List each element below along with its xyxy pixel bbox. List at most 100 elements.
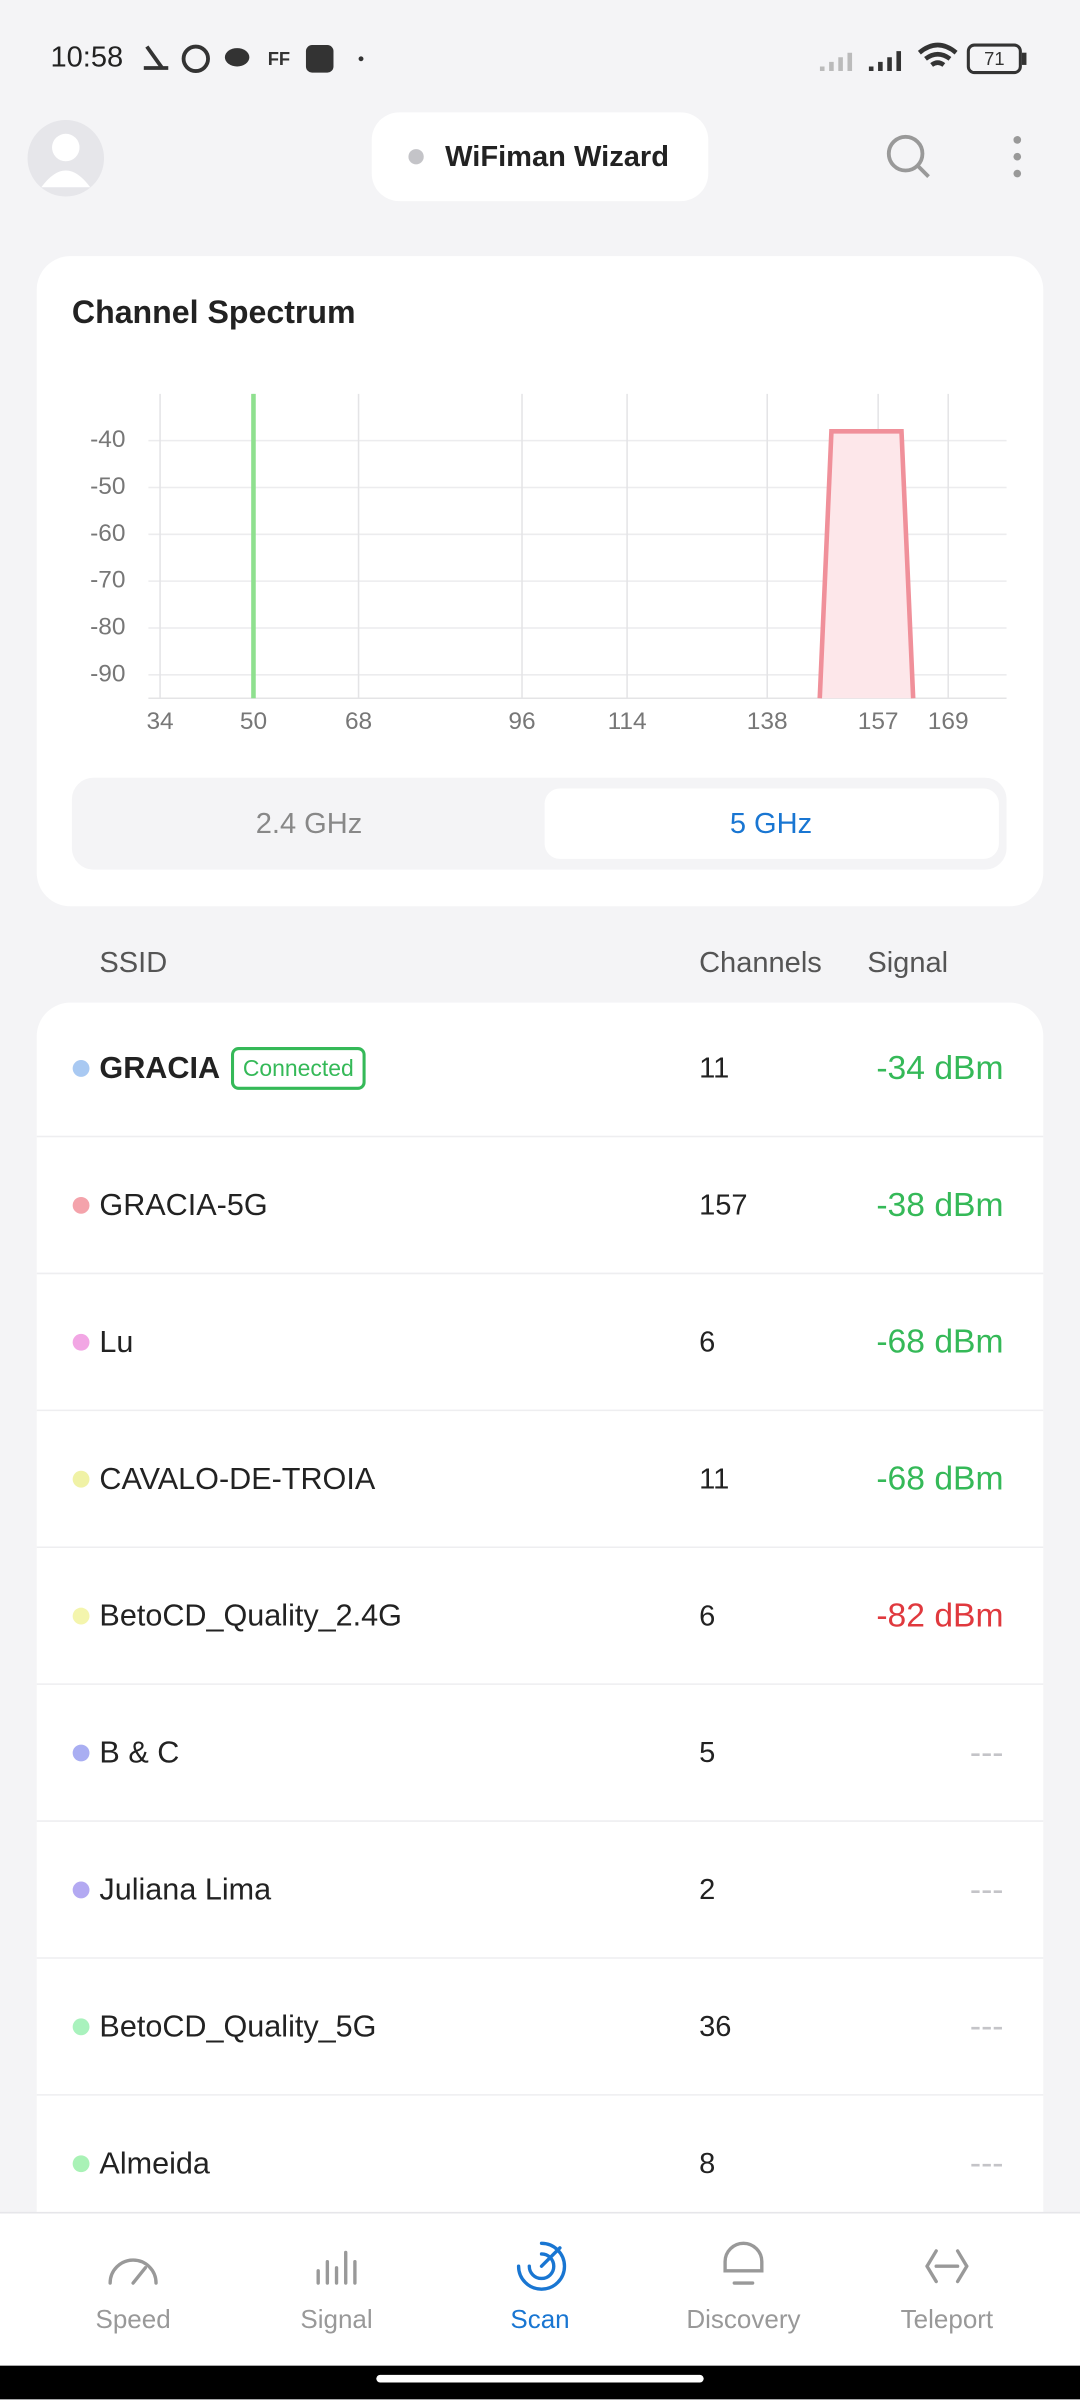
channel: 5 xyxy=(699,1737,715,1769)
rows: GRACIA Connected 11 -34 dBm GRACIA-5G 157 -38 … xyxy=(36,1047,1044,2182)
channel: 2 xyxy=(699,1874,715,1906)
ssid: BetoCD_Quality_5G xyxy=(99,2009,376,2043)
channel: 6 xyxy=(699,1600,715,1632)
signal: -68 dBm xyxy=(876,1461,1003,1498)
ssid: Lu xyxy=(99,1325,133,1359)
x-tick-label: 157 xyxy=(858,708,899,735)
signal: -38 dBm xyxy=(876,1187,1003,1224)
wizard-dot xyxy=(408,149,424,165)
nav-item[interactable]: Teleport xyxy=(901,2249,994,2334)
table-header: SSID Channels Signal xyxy=(99,947,948,979)
network-dot xyxy=(72,1060,90,1077)
network-list xyxy=(36,1002,1044,2380)
x-tick-label: 68 xyxy=(345,708,372,735)
ssid: GRACIA-5G xyxy=(99,1188,267,1222)
network-dot xyxy=(72,1333,90,1351)
signal-line xyxy=(817,428,916,699)
nav-icon xyxy=(108,2258,158,2285)
x-tick-label: 114 xyxy=(608,708,647,735)
status-time: 10:58 xyxy=(50,41,123,73)
x-tick-label: 96 xyxy=(508,708,535,735)
network-dot xyxy=(72,1881,90,1899)
network-row[interactable]: Lu 6 -68 dBm xyxy=(36,1272,1044,1361)
network-row[interactable]: Juliana Lima 2 --- xyxy=(36,1820,1044,1908)
battery-level: 71 xyxy=(984,48,1004,69)
network-row[interactable]: GRACIA-5G 157 -38 dBm xyxy=(36,1135,1044,1224)
channel: 157 xyxy=(699,1190,747,1222)
more-button[interactable] xyxy=(1013,136,1022,178)
network-dot xyxy=(72,2155,90,2173)
nav-label: Signal xyxy=(300,2304,372,2334)
connected-label: Connected xyxy=(243,1055,354,1081)
network-dot xyxy=(72,2018,90,2036)
band-tab[interactable]: 5 GHz xyxy=(730,808,812,840)
wizard-title: WiFiman Wizard xyxy=(445,141,669,173)
home-indicator xyxy=(376,2374,704,2383)
network-dot xyxy=(72,1196,90,1214)
y-tick-label: -60 xyxy=(90,520,125,547)
ssid: B & C xyxy=(99,1736,179,1770)
x-tick-label: 169 xyxy=(928,708,969,735)
ssid: GRACIA xyxy=(99,1051,220,1085)
x-tick-label: 34 xyxy=(146,708,173,735)
signal-icons: 71 xyxy=(819,42,1027,75)
y-tick-label: -50 xyxy=(90,473,125,500)
nav-item[interactable]: Scan xyxy=(510,2241,570,2334)
x-tick-label: 50 xyxy=(240,708,267,735)
chart-title: Channel Spectrum xyxy=(72,294,356,330)
ssid: BetoCD_Quality_2.4G xyxy=(99,1599,402,1633)
tab-group: 2.4 GHz 5 GHz xyxy=(256,788,999,859)
signal-area xyxy=(819,431,914,699)
nav-icon xyxy=(723,2241,764,2285)
nav-label: Speed xyxy=(95,2304,170,2334)
nav-icon xyxy=(925,2249,969,2284)
nav-item[interactable]: Discovery xyxy=(686,2241,801,2334)
plot: -40 -50 -60 -70 -80 -90 34 50 68 96 114 138 157 169 xyxy=(90,393,1007,735)
ssid: Almeida xyxy=(99,2146,209,2180)
channel: 8 xyxy=(699,2148,715,2180)
ssid: Juliana Lima xyxy=(99,1873,271,1907)
network-row[interactable]: BetoCD_Quality_2.4G 6 -82 dBm xyxy=(36,1546,1044,1635)
channel: 36 xyxy=(699,2011,731,2043)
nav-label: Teleport xyxy=(901,2304,994,2334)
channel: 11 xyxy=(699,1463,729,1495)
svg-text:FF: FF xyxy=(268,48,290,69)
signal: -68 dBm xyxy=(876,1324,1003,1361)
avatar[interactable] xyxy=(27,120,105,197)
nav-icon xyxy=(516,2241,567,2291)
nav-item[interactable]: Speed xyxy=(95,2258,171,2334)
signal: -34 dBm xyxy=(876,1050,1003,1087)
column-header: Signal xyxy=(867,947,948,979)
tab-selected[interactable] xyxy=(544,788,999,859)
network-dot xyxy=(72,1470,90,1488)
signal: --- xyxy=(970,2145,1004,2182)
band-tab[interactable]: 2.4 GHz xyxy=(256,808,363,840)
network-row[interactable]: BetoCD_Quality_5G 36 --- xyxy=(36,1957,1044,2045)
y-tick-label: -90 xyxy=(90,660,125,687)
network-row[interactable]: Almeida 8 --- xyxy=(36,2094,1044,2182)
nav-icon xyxy=(316,2250,357,2285)
network-dot xyxy=(72,1744,90,1762)
status-icons: FF xyxy=(143,44,364,73)
nav-label: Discovery xyxy=(686,2304,800,2334)
search-button[interactable] xyxy=(886,134,930,178)
signal: --- xyxy=(970,2008,1004,2045)
wizard-pill[interactable] xyxy=(371,112,709,202)
network-row[interactable]: B & C 5 --- xyxy=(36,1683,1044,1771)
channel: 11 xyxy=(699,1053,729,1085)
network-row[interactable]: GRACIA Connected 11 -34 dBm xyxy=(72,1047,1004,1090)
nav-items: Speed Signal Scan Discovery Teleport xyxy=(95,2241,994,2334)
signal: --- xyxy=(970,1871,1004,1908)
channel: 6 xyxy=(699,1326,715,1358)
connected-badge xyxy=(230,1047,366,1090)
column-header: Channels xyxy=(699,947,822,979)
network-row[interactable]: CAVALO-DE-TROIA 11 -68 dBm xyxy=(36,1409,1044,1498)
ssid: CAVALO-DE-TROIA xyxy=(99,1462,375,1496)
signal: --- xyxy=(970,1734,1004,1771)
y-tick-label: -80 xyxy=(90,613,125,640)
nav-item[interactable]: Signal xyxy=(300,2250,373,2334)
signal: -82 dBm xyxy=(876,1598,1003,1635)
x-tick-label: 138 xyxy=(747,708,788,735)
